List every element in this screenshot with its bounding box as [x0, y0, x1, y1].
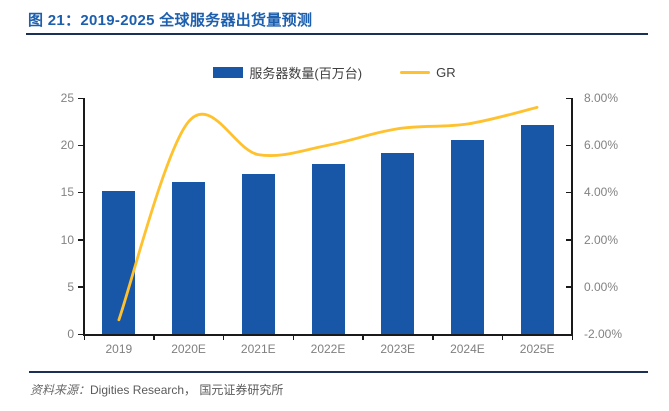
x-axis-category-label: 2020E [171, 342, 206, 356]
y-axis-right-tick [566, 333, 572, 335]
source-divider-line [29, 371, 648, 373]
y-axis-right-tick [566, 144, 572, 147]
y-axis-right-tick [566, 97, 572, 99]
y-axis-right-label: 2.00% [584, 232, 619, 247]
x-axis-tick [222, 336, 225, 340]
x-axis-category-label: 2021E [240, 342, 276, 356]
y-axis-left-label: 5 [67, 279, 74, 294]
title-divider-line [26, 33, 648, 35]
bar [450, 140, 484, 334]
figure-title: 图 21：2019-2025 全球服务器出货量预测 [28, 12, 313, 29]
bar [381, 152, 415, 334]
legend-label-gr: GR [436, 64, 456, 80]
y-axis-left-label: 10 [60, 232, 74, 247]
y-axis-right-label: 0.00% [584, 279, 619, 294]
y-axis-right-tick [566, 191, 572, 194]
bar [520, 125, 554, 334]
x-axis-category-label: 2019 [105, 342, 133, 356]
legend-line-swatch [400, 70, 431, 74]
chart-legend: 服务器数量(百万台) GR [0, 63, 669, 81]
legend-item-servers: 服务器数量(百万台) [213, 63, 362, 82]
legend-item-gr: GR [400, 65, 456, 80]
y-axis-left-tick [78, 97, 84, 99]
y-axis-left-label: 25 [60, 91, 74, 105]
source-prefix: 资料来源： [30, 383, 91, 397]
y-axis-left-label: 15 [60, 185, 74, 200]
x-axis-category-label: 2024E [450, 342, 485, 356]
y-axis-left-label: 20 [60, 138, 74, 153]
bar [241, 173, 275, 334]
x-axis-tick [571, 336, 573, 340]
y-axis-left-tick [78, 144, 84, 147]
bar [311, 164, 345, 334]
legend-label-servers: 服务器数量(百万台) [249, 65, 363, 81]
y-axis-right-label: 4.00% [584, 185, 619, 200]
bar [172, 182, 206, 334]
x-axis-category-label: 2023E [380, 342, 416, 356]
x-axis-category-label: 2022E [310, 342, 346, 356]
bar [102, 191, 136, 334]
x-axis-category-label: 2025E [519, 342, 555, 356]
x-axis-tick [153, 336, 155, 340]
y-axis-right-tick [566, 239, 572, 241]
y-axis-left-tick [78, 239, 84, 241]
x-axis-tick [432, 336, 434, 340]
y-axis-right-tick [566, 286, 572, 288]
x-axis-tick [292, 336, 295, 340]
source-note: 资料来源：Digities Research， 国元证券研究所 [30, 381, 649, 398]
y-axis-left-tick [78, 191, 84, 194]
x-axis-tick [501, 336, 504, 340]
y-axis-left-tick [78, 333, 84, 335]
y-axis-right-line [571, 98, 573, 334]
x-axis-line [83, 334, 573, 336]
y-axis-right-label: 6.00% [584, 138, 619, 153]
y-axis-right-label: 8.00% [584, 91, 619, 105]
y-axis-right-label: -2.00% [584, 327, 623, 341]
y-axis-left-line [83, 98, 85, 334]
y-axis-left-tick [78, 286, 84, 288]
x-axis-tick [362, 336, 364, 340]
x-axis-tick [83, 336, 85, 340]
y-axis-left-label: 0 [67, 327, 74, 341]
legend-bar-swatch [213, 66, 244, 78]
source-text: Digities Research， 国元证券研究所 [90, 383, 284, 397]
